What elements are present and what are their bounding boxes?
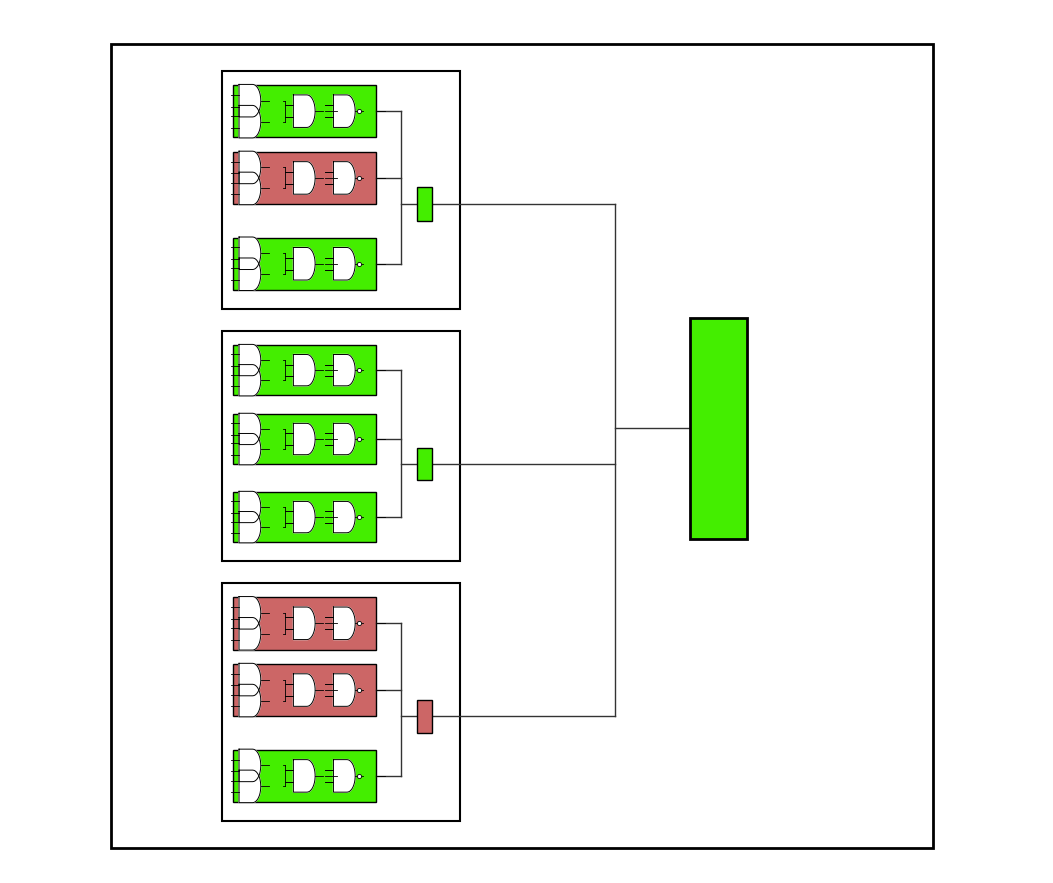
- Bar: [233, 152, 376, 204]
- Polygon shape: [239, 770, 261, 803]
- Polygon shape: [294, 247, 315, 280]
- Polygon shape: [334, 674, 355, 706]
- Bar: [233, 414, 376, 464]
- Polygon shape: [239, 365, 261, 396]
- Polygon shape: [239, 237, 261, 269]
- Bar: [233, 85, 376, 138]
- Polygon shape: [334, 354, 355, 386]
- Bar: [222, 331, 460, 561]
- Polygon shape: [239, 344, 261, 375]
- Polygon shape: [239, 617, 261, 650]
- Bar: [233, 664, 376, 716]
- Bar: [233, 750, 376, 802]
- Bar: [233, 238, 376, 290]
- Bar: [233, 492, 376, 542]
- Polygon shape: [239, 151, 261, 184]
- Bar: [222, 71, 460, 309]
- Polygon shape: [294, 423, 315, 455]
- Polygon shape: [294, 674, 315, 706]
- Bar: [417, 449, 432, 480]
- Polygon shape: [334, 502, 355, 532]
- Polygon shape: [294, 607, 315, 639]
- Polygon shape: [334, 759, 355, 792]
- Polygon shape: [294, 759, 315, 792]
- Polygon shape: [239, 105, 261, 138]
- Bar: [417, 699, 432, 733]
- Polygon shape: [294, 162, 315, 194]
- Polygon shape: [239, 511, 261, 543]
- Polygon shape: [239, 413, 261, 444]
- Polygon shape: [294, 94, 315, 127]
- Polygon shape: [239, 597, 261, 629]
- Polygon shape: [334, 247, 355, 280]
- Polygon shape: [239, 258, 261, 291]
- Polygon shape: [239, 85, 261, 117]
- Bar: [222, 583, 460, 821]
- Polygon shape: [334, 162, 355, 194]
- Polygon shape: [239, 434, 261, 464]
- Polygon shape: [239, 663, 261, 696]
- Polygon shape: [239, 172, 261, 205]
- Polygon shape: [239, 684, 261, 717]
- Polygon shape: [294, 354, 315, 386]
- Polygon shape: [239, 491, 261, 523]
- Bar: [417, 187, 432, 221]
- Polygon shape: [334, 607, 355, 639]
- Bar: [233, 597, 376, 650]
- Bar: [233, 345, 376, 396]
- Polygon shape: [239, 749, 261, 781]
- Bar: [690, 318, 748, 539]
- Polygon shape: [334, 94, 355, 127]
- Polygon shape: [334, 423, 355, 455]
- Polygon shape: [294, 502, 315, 532]
